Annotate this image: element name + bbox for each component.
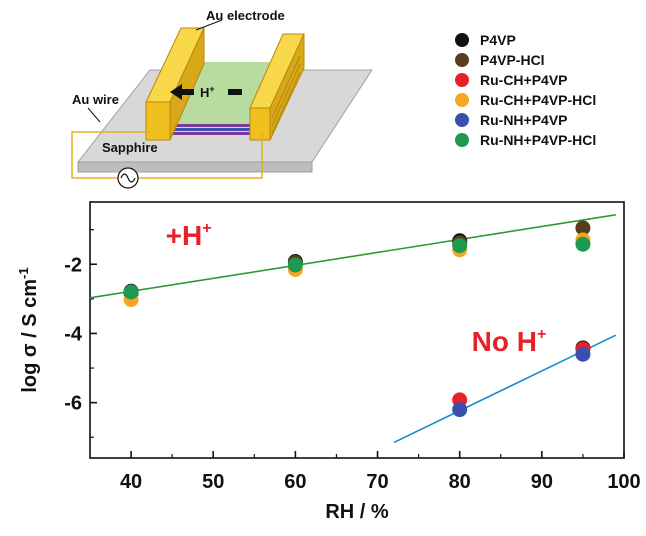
data-point <box>575 236 591 252</box>
legend-marker <box>455 133 469 147</box>
legend-label: Ru-CH+P4VP-HCl <box>480 92 596 108</box>
y-axis-title-main: log σ / S cm <box>19 279 41 393</box>
legend-label: Ru-NH+P4VP-HCl <box>480 132 596 148</box>
annotation-text: No H <box>472 326 537 357</box>
sine-wave-icon <box>120 173 136 183</box>
left-au-electrode <box>145 101 171 141</box>
annotation-superscript: + <box>537 326 546 343</box>
au-wire-right <box>138 132 263 179</box>
au-electrode-label: Au electrode <box>206 8 285 23</box>
right-au-electrode <box>249 107 271 141</box>
y-tick-label: -6 <box>64 393 82 415</box>
au-wire-left <box>71 131 150 179</box>
x-tick-label: 60 <box>284 471 306 493</box>
plot-frame <box>89 201 625 459</box>
proton-label-superscript: + <box>209 84 214 94</box>
legend-label: Ru-NH+P4VP <box>480 112 568 128</box>
legend-label: P4VP-HCl <box>480 52 545 68</box>
plot-area: 40 50 60 70 80 90 100 -2-4-6 +H+No H+ <box>64 201 641 493</box>
annotations: +H+No H+ <box>166 220 547 357</box>
data-point <box>452 238 468 254</box>
sapphire-substrate-edge <box>77 161 313 173</box>
fit-line <box>89 214 616 299</box>
x-axis-title: RH / % <box>325 501 389 523</box>
x-tick-label: 80 <box>449 471 471 493</box>
y-axis-title: log σ / S cm-1 <box>16 267 41 392</box>
x-tick-label: 70 <box>366 471 388 493</box>
x-tick-label: 90 <box>531 471 553 493</box>
y-tick-label: -2 <box>64 254 82 276</box>
device-schematic: Au electrode H+ Au wire Sapphire <box>71 8 373 189</box>
film-layers <box>146 124 253 135</box>
y-axis-title-superscript: -1 <box>16 267 31 279</box>
legend: P4VP P4VP-HCl Ru-CH+P4VP Ru-CH+P4VP-HCl Ru-N… <box>455 32 596 148</box>
annotation-label: +H+ <box>166 220 212 251</box>
y-axis-ticks: -2 -4 -6 <box>64 229 97 438</box>
legend-label: P4VP <box>480 32 516 48</box>
svg-text:H+: H+ <box>200 84 215 100</box>
left-au-electrode-side <box>169 27 205 141</box>
au-wire-label: Au wire <box>72 92 119 107</box>
y-tick-label: -4 <box>64 323 83 345</box>
sapphire-label: Sapphire <box>102 140 158 155</box>
proton-flow-arrow: H+ <box>170 84 242 100</box>
annotation-label: No H+ <box>472 326 547 357</box>
legend-marker <box>455 113 469 127</box>
legend-marker <box>455 53 469 67</box>
data-point <box>575 346 591 362</box>
proton-label: H <box>200 85 209 100</box>
au-wire-leader <box>87 107 101 123</box>
electrode-stripes <box>271 55 301 135</box>
x-tick-label: 50 <box>202 471 224 493</box>
x-tick-label: 40 <box>120 471 142 493</box>
x-axis-ticks: 40 50 60 70 80 90 100 <box>89 451 641 493</box>
annotation-text: +H <box>166 220 203 251</box>
data-points <box>123 220 591 418</box>
legend-marker <box>455 73 469 87</box>
data-point <box>452 402 468 418</box>
data-point <box>575 220 591 236</box>
data-point <box>287 257 303 273</box>
right-au-electrode-side <box>269 33 305 141</box>
electrode-label-leader <box>195 19 223 31</box>
annotation-superscript: + <box>202 220 211 237</box>
legend-marker <box>455 93 469 107</box>
legend-marker <box>455 33 469 47</box>
data-point <box>123 284 139 300</box>
x-tick-label: 100 <box>607 471 640 493</box>
legend-label: Ru-CH+P4VP <box>480 72 568 88</box>
